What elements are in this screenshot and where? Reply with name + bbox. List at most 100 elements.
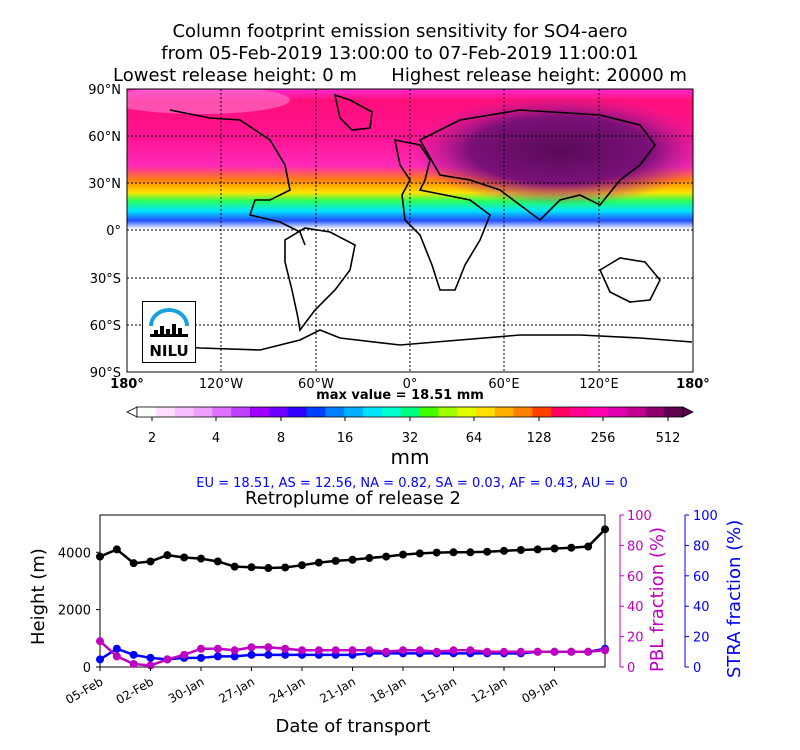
data-point	[550, 544, 559, 553]
data-point	[449, 548, 458, 557]
data-point	[197, 653, 205, 662]
data-point	[197, 554, 205, 563]
data-point	[567, 647, 576, 656]
data-point	[500, 546, 508, 555]
data-point	[382, 552, 391, 561]
data-point	[213, 557, 222, 566]
data-point	[466, 548, 475, 557]
data-point	[415, 646, 424, 655]
colorbar-tick-label: 32	[402, 431, 419, 446]
data-point	[281, 644, 290, 653]
data-point	[348, 646, 357, 655]
colorbar-tick-label: 4	[212, 431, 220, 446]
colorbar-segment	[381, 407, 401, 417]
data-point	[129, 650, 138, 659]
lon-label: 120°W	[199, 377, 243, 392]
x-tick-label: 24-Jan	[267, 674, 308, 706]
emission-maximum-region	[410, 95, 693, 205]
nilu-logo-mark	[149, 308, 189, 337]
colorbar-segment	[645, 407, 665, 417]
data-point	[331, 556, 340, 565]
height-tick-label: 0	[83, 661, 91, 676]
colorbar-segment	[607, 407, 627, 417]
data-point	[314, 646, 323, 655]
colorbar-segment	[457, 407, 477, 417]
data-point	[264, 650, 273, 659]
data-point	[298, 561, 306, 570]
data-point	[213, 652, 222, 661]
data-point	[247, 643, 256, 652]
data-point	[601, 646, 609, 655]
data-point	[601, 525, 609, 534]
data-point	[432, 548, 441, 557]
lat-label: 30°N	[88, 177, 121, 192]
map-frame	[126, 88, 694, 373]
colorbar-segment	[325, 407, 345, 417]
max-value: max value = 18.51 mm	[316, 388, 484, 403]
footprint-map	[127, 89, 693, 372]
colorbar-segment	[588, 407, 609, 417]
data-point	[382, 647, 391, 656]
data-point	[449, 646, 458, 655]
data-point	[314, 558, 323, 567]
colorbar-segment	[155, 407, 176, 417]
data-point	[348, 555, 357, 564]
data-point	[466, 646, 475, 655]
data-point	[298, 646, 306, 655]
data-point	[96, 552, 104, 561]
data-point	[533, 545, 542, 554]
lat-label: 90°S	[90, 366, 121, 381]
lon-label: 0°	[403, 377, 418, 392]
data-point	[567, 543, 576, 552]
latitude-labels: 90°N 60°N 30°N 0° 30°S 60°S 90°S	[88, 83, 121, 381]
data-point	[230, 652, 239, 661]
colorbar-segment	[249, 407, 270, 417]
pbl-tick-label: 20	[627, 631, 644, 646]
plot-frame	[99, 514, 606, 668]
colorbar-segment	[513, 407, 533, 417]
lon-label: 60°E	[488, 377, 519, 392]
lon-label: 180°	[110, 377, 144, 392]
colorbar-segment	[344, 407, 364, 417]
colorbar-tick-label: 2	[148, 431, 156, 446]
x-tick-label: 21-Jan	[317, 674, 358, 706]
colorbar-segment	[438, 407, 458, 417]
colorbar-segment	[212, 407, 232, 417]
x-tick-label: 05-Feb	[63, 674, 105, 707]
colorbar-tick-label: 64	[466, 431, 483, 446]
title-line-3: Lowest release height: 0 m Highest relea…	[0, 65, 800, 87]
data-point	[264, 643, 273, 652]
y-axis-label-stra: STRA fraction (%)	[724, 519, 745, 678]
chart-title: Retroplume of release 2	[245, 488, 461, 509]
lat-label: 90°N	[88, 83, 121, 98]
data-point	[584, 647, 593, 656]
colorbar-tick-label: 16	[337, 431, 354, 446]
data-point	[247, 563, 256, 572]
lon-label: 60°W	[298, 377, 334, 392]
height-tick-label: 2000	[58, 604, 91, 619]
data-point	[399, 646, 407, 655]
lon-label: 120°E	[579, 377, 619, 392]
data-point	[516, 647, 525, 656]
x-tick-label: 12-Jan	[469, 674, 510, 706]
colorbar-tick-label: 8	[277, 431, 285, 446]
lat-label: 0°	[106, 224, 121, 239]
data-point	[129, 559, 138, 568]
lat-label: 30°S	[90, 272, 121, 287]
data-point	[197, 644, 205, 653]
x-tick-label: 02-Feb	[114, 674, 156, 707]
data-point	[146, 653, 155, 662]
title-line-1: Column footprint emission sensitivity fo…	[172, 21, 628, 42]
data-point	[129, 659, 138, 668]
highest-release-height: Highest release height: 20000 m	[391, 65, 687, 86]
y-axis-label-pbl: PBL fraction (%)	[647, 527, 668, 672]
colorbar-segment	[362, 407, 383, 417]
pbl-tick-label: 80	[627, 539, 644, 554]
data-point	[331, 646, 340, 655]
colorbar-tick-label: 256	[591, 431, 616, 446]
nilu-logo: NILU	[142, 301, 196, 363]
data-point	[533, 647, 542, 656]
data-point	[163, 655, 172, 664]
colorbar-segment	[174, 407, 194, 417]
